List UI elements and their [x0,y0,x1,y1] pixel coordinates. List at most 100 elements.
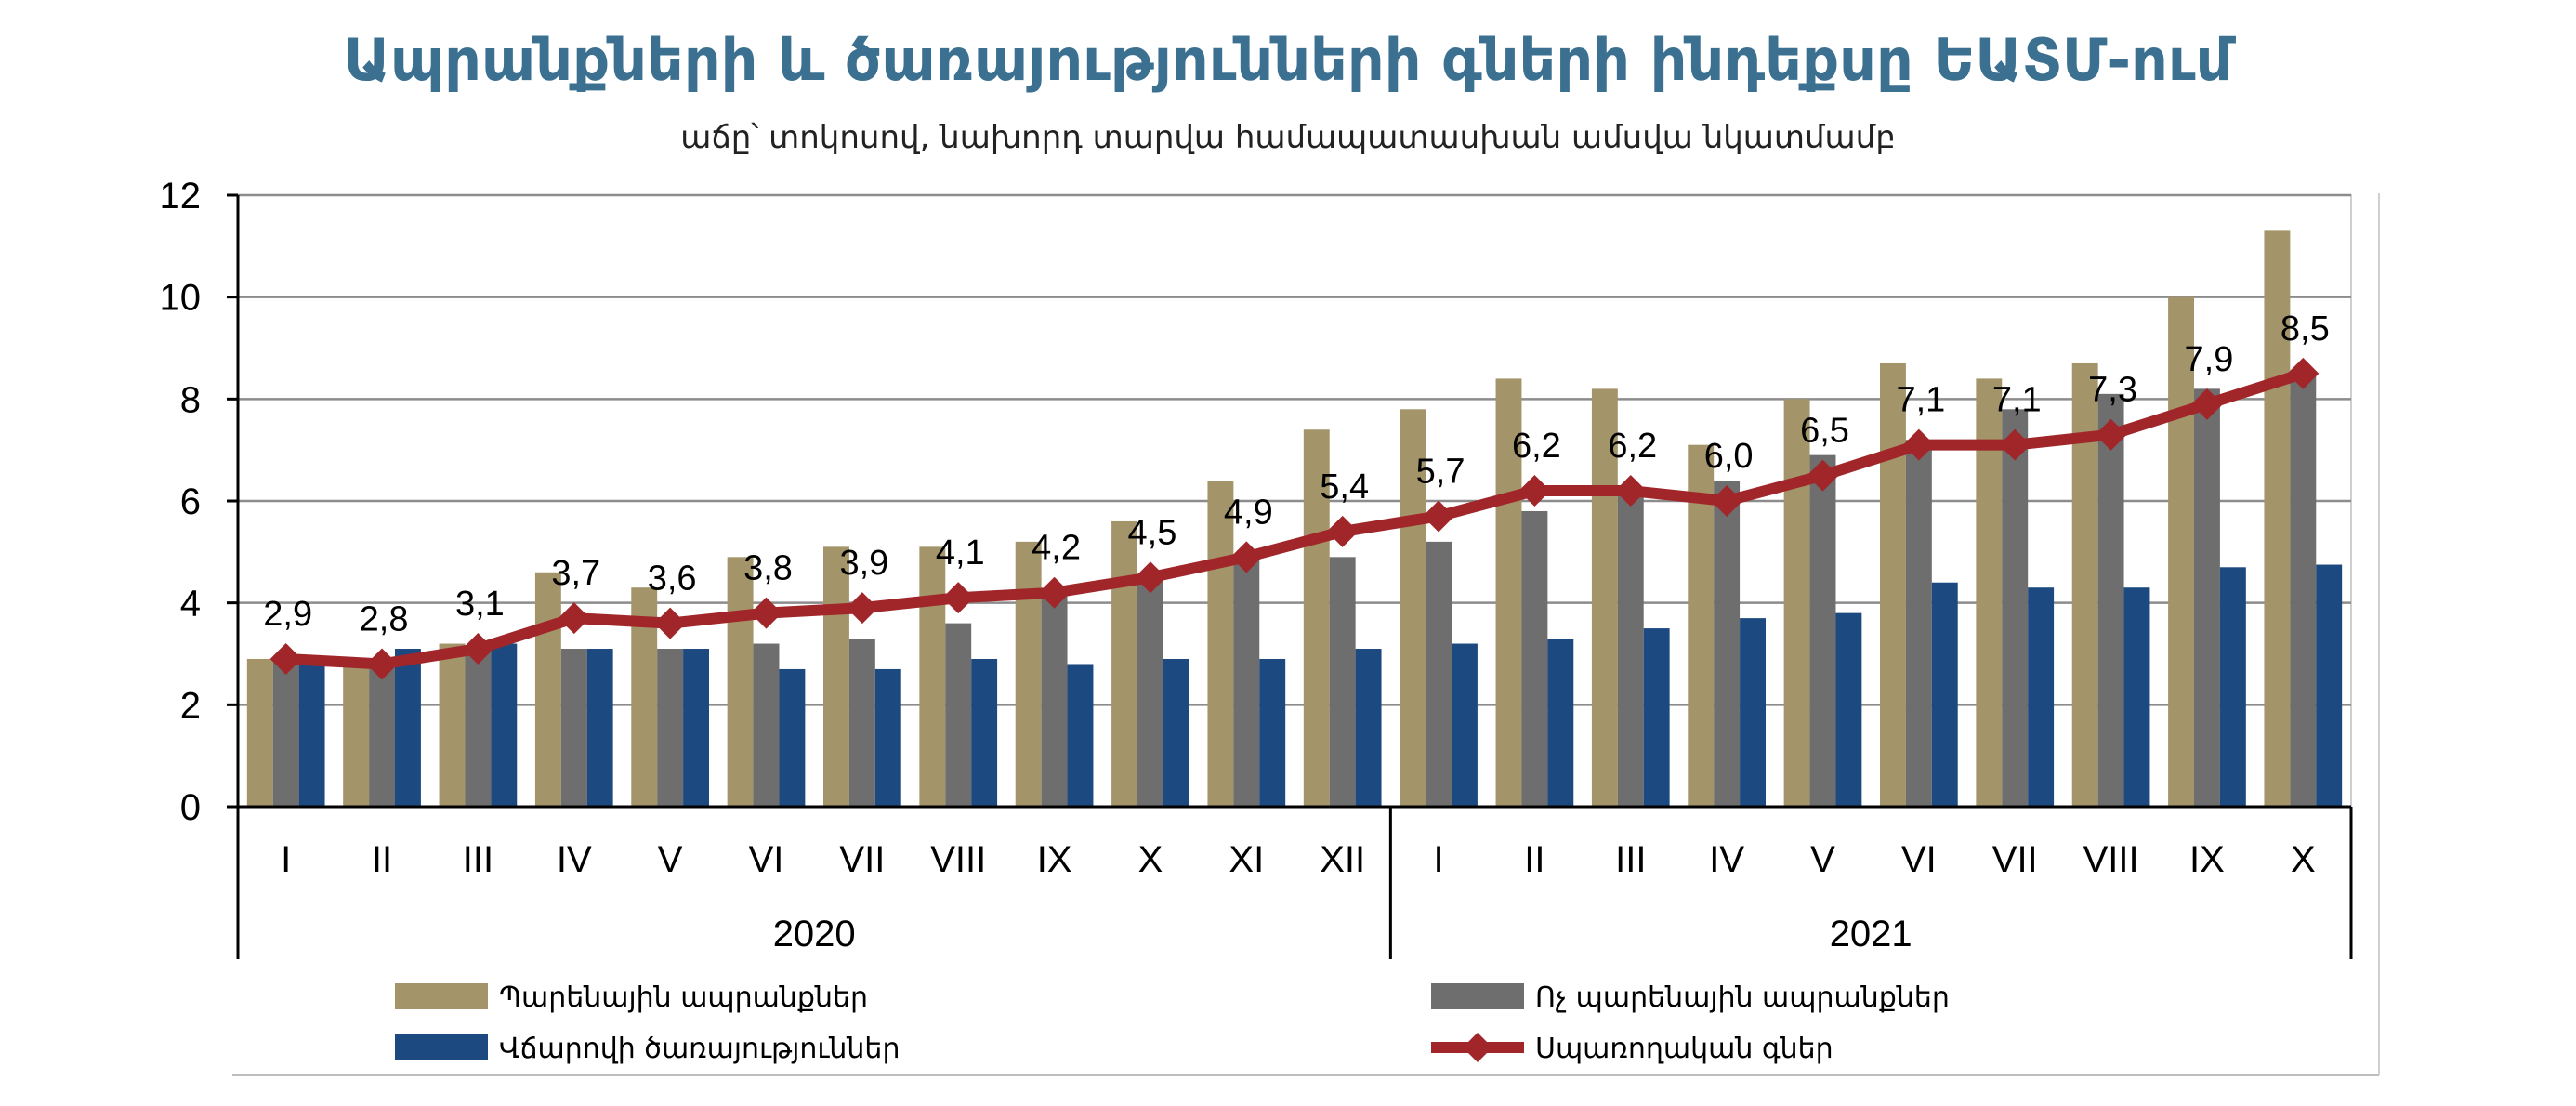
y-tick-label: 4 [180,584,201,625]
line-marker [1902,428,1935,461]
consumer-price-line [269,357,2320,680]
bar [586,649,613,807]
data-label: 6,2 [1512,427,1561,466]
bar [1137,577,1163,807]
x-tick-label: XI [1229,839,1264,880]
bar [343,664,370,807]
bar [1617,491,1644,807]
x-tick-label: V [1810,839,1835,880]
legend-label: Սպառողական գներ [1535,1033,1833,1065]
x-tick-label: I [281,839,291,880]
x-tick-label: XII [1320,839,1365,880]
line-marker [942,582,975,614]
bar [971,658,998,807]
data-label: 5,7 [1416,452,1465,491]
bar [465,649,492,807]
bars [246,230,2343,808]
bar [560,649,587,807]
x-tick-label: VI [1901,839,1937,880]
bar [2002,409,2029,807]
line-marker [846,592,878,625]
bar [1329,557,1356,807]
bar [1495,378,1522,807]
bar [727,557,754,807]
bar [369,664,395,807]
bar [2071,362,2098,807]
x-tick-label: III [1615,839,1646,880]
bar [1931,582,1958,807]
bar [2097,393,2124,807]
bar [874,668,901,807]
line-marker [750,597,782,629]
x-tick-label: VIII [930,839,986,880]
y-tick-label: 0 [180,787,201,828]
bar [1233,557,1260,807]
data-label: 8,5 [2280,309,2330,349]
y-tick-label: 10 [160,278,202,319]
line-marker [366,648,399,680]
x-tick-label: VIII [2083,839,2139,880]
bar [298,664,325,807]
legend-swatch [395,1034,488,1060]
data-label: 7,1 [1992,381,2042,420]
x-tick-label: IV [1709,839,1744,880]
data-label: 6,0 [1704,437,1754,476]
bar [779,668,806,807]
bar [1643,628,1670,807]
x-tick-label: IV [557,839,592,880]
data-label: 3,1 [455,585,505,624]
bar [1355,649,1382,807]
y-tick-label: 2 [180,685,201,726]
data-label: 3,6 [648,560,697,599]
data-label: 2,9 [263,595,312,634]
bar [534,572,561,807]
bar [945,623,972,807]
data-label: 3,8 [743,549,793,588]
bar [919,546,946,807]
bar [1591,388,1618,807]
bar [1163,658,1189,807]
data-label: 2,8 [360,599,409,639]
line-marker [2095,418,2127,451]
data-label: 7,3 [2088,371,2137,410]
bar [1259,658,1286,807]
bar [1041,592,1068,807]
year-label: 2021 [1830,914,1912,955]
data-label: 4,9 [1224,493,1273,532]
bar [1426,541,1452,807]
line-marker [1999,428,2031,461]
year-label: 2020 [773,914,856,955]
chart-subtitle: աճը՝ տոկոսով, նախորդ տարվա համապատասխան … [680,119,1896,156]
data-labels: 2,9 2,8 3,1 3,7 3,6 3,8 3,9 4,1 4,2 4,5 4,9 5,4 5,7 6… [263,309,2329,639]
line-marker [1711,485,1743,517]
legend-marker [1463,1033,1492,1062]
legend-label: Ոչ պարենային ապրանքներ [1535,981,1950,1014]
line-marker [462,633,494,665]
bar [1400,409,1426,807]
bar [2264,230,2291,808]
bar [2194,388,2220,807]
legend-swatch [395,983,488,1009]
bar [848,639,875,807]
y-tick-label: 8 [180,379,201,420]
line-marker [558,602,590,635]
x-tick-label: II [1524,839,1544,880]
bar [2028,587,2055,807]
bar [753,643,780,807]
data-label: 6,5 [1800,412,1849,451]
x-tick-label: II [372,839,392,880]
bar [1809,454,1836,807]
chart-title: Ապրանքների և ծառայությունների գների ինդե… [343,26,2233,94]
legend: Պարենային ապրանքներ Ոչ պարենային ապրանքնե… [395,981,1950,1065]
bar [2168,296,2195,808]
y-tick-label: 6 [180,481,201,522]
data-label: 4,2 [1032,529,1081,568]
legend-label: Վճարովի ծառայություններ [499,1033,900,1065]
data-label: 3,9 [839,544,888,583]
data-label: 6,2 [1608,427,1657,466]
bar [439,643,466,807]
bar [1688,444,1715,807]
bar [657,649,684,807]
bar [272,658,299,807]
bar [1547,639,1574,807]
